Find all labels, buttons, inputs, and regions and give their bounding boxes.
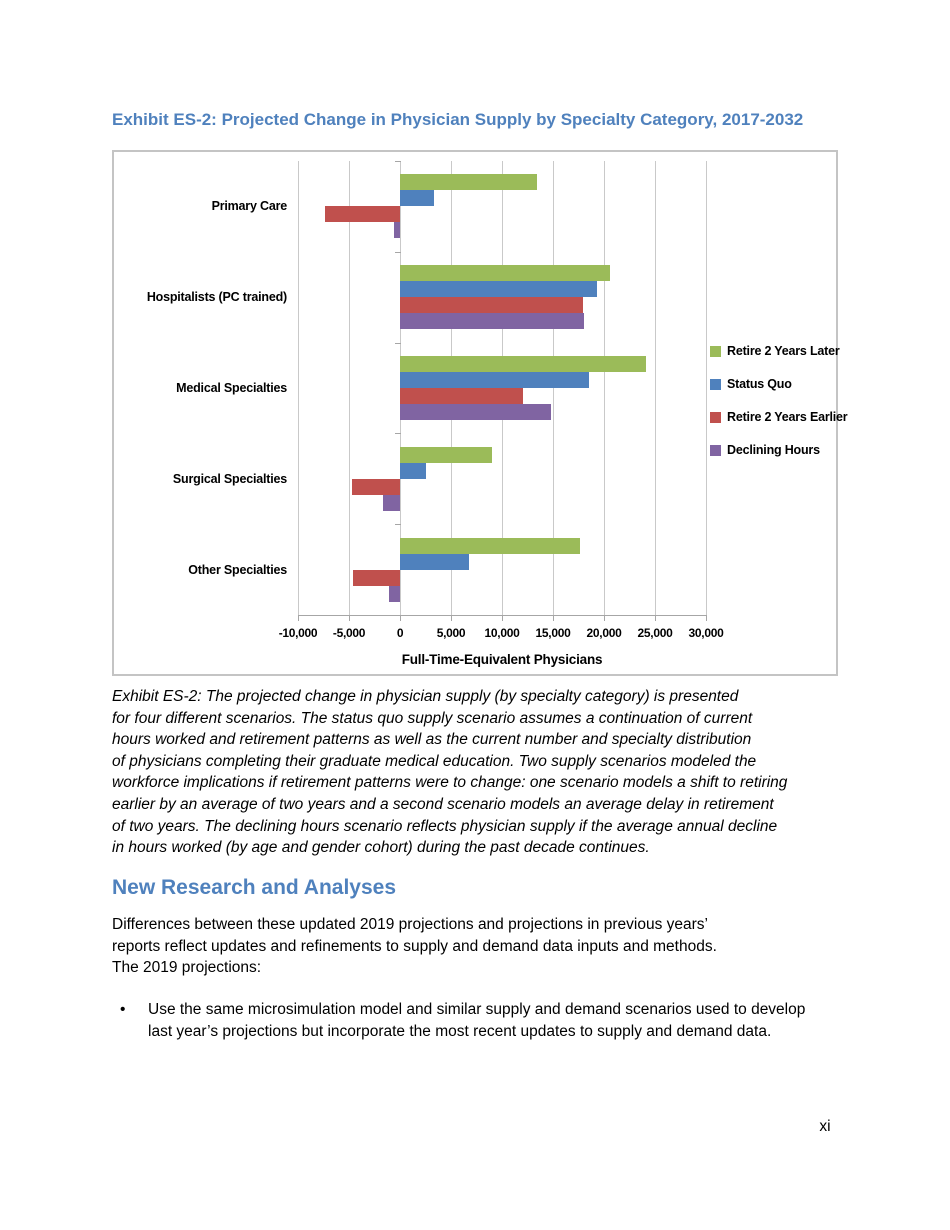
category-axis-tick xyxy=(395,342,401,344)
bar-status-quo xyxy=(400,462,426,479)
x-tick-label: 0 xyxy=(396,626,404,640)
bar-retire-2-years-earlier xyxy=(352,478,400,495)
x-tick-label: 25,000 xyxy=(637,626,673,640)
x-tick-label: -5,000 xyxy=(332,626,366,640)
legend-item: Retire 2 Years Later xyxy=(710,344,840,358)
bar-status-quo xyxy=(400,553,470,570)
x-tick-label: 30,000 xyxy=(688,626,724,640)
gridline xyxy=(604,161,605,615)
legend-item: Status Quo xyxy=(710,377,792,391)
bar-declining-hours xyxy=(388,585,400,602)
x-tick-label: 5,000 xyxy=(436,626,466,640)
bullet-text: Use the same microsimulation model and s… xyxy=(148,1001,806,1040)
bar-status-quo xyxy=(400,190,434,207)
category-axis-tick xyxy=(395,433,401,435)
gridline xyxy=(655,161,656,615)
bar-retire-2-years-later xyxy=(400,356,646,372)
legend-swatch-icon xyxy=(710,411,721,423)
category-label: Primary Care xyxy=(211,199,288,214)
x-tick-label: -10,000 xyxy=(278,626,318,640)
bar-declining-hours xyxy=(393,222,400,239)
bar-chart: Full-Time-Equivalent Physicians Primary … xyxy=(112,150,848,676)
x-axis-title: Full-Time-Equivalent Physicians xyxy=(401,652,603,667)
x-axis-tick xyxy=(553,615,554,621)
bar-retire-2-years-earlier xyxy=(400,297,583,314)
bar-retire-2-years-later xyxy=(400,174,537,191)
section-heading: New Research and Analyses xyxy=(112,876,397,899)
x-axis-tick xyxy=(655,615,656,621)
category-label: Other Specialties xyxy=(188,562,287,577)
bar-retire-2-years-later xyxy=(400,265,611,282)
bar-status-quo xyxy=(400,372,589,388)
x-axis-tick xyxy=(400,615,401,621)
category-label: Hospitalists (PC trained) xyxy=(146,290,287,305)
figure-caption: Exhibit ES-2: The projected change in ph… xyxy=(112,688,788,857)
x-axis-tick xyxy=(706,615,707,621)
bar-retire-2-years-later xyxy=(400,446,492,463)
bullet-item: • Use the same microsimulation model and… xyxy=(112,999,872,1042)
x-axis-tick xyxy=(298,615,299,621)
legend-swatch-icon xyxy=(710,345,721,357)
bar-retire-2-years-later xyxy=(400,537,580,554)
bar-retire-2-years-earlier xyxy=(324,206,400,223)
exhibit-title: Exhibit ES-2: Projected Change in Physic… xyxy=(112,110,804,129)
bullet-marker-icon: • xyxy=(120,1001,126,1018)
legend-item: Retire 2 Years Earlier xyxy=(710,410,848,424)
x-axis-tick xyxy=(604,615,605,621)
category-axis-tick xyxy=(395,161,401,162)
category-label: Surgical Specialties xyxy=(172,471,287,486)
bar-retire-2-years-earlier xyxy=(353,569,400,586)
category-axis-tick xyxy=(395,524,401,526)
x-axis-tick xyxy=(349,615,350,621)
x-axis-tick xyxy=(451,615,452,621)
legend-label: Declining Hours xyxy=(727,443,820,457)
legend-swatch-icon xyxy=(710,378,721,390)
category-axis-tick xyxy=(395,251,401,253)
gridline xyxy=(349,161,350,615)
bar-status-quo xyxy=(400,281,597,298)
x-tick-label: 10,000 xyxy=(484,626,520,640)
bar-declining-hours xyxy=(382,494,400,511)
gridline xyxy=(298,161,299,615)
bar-declining-hours xyxy=(400,313,584,330)
legend-swatch-icon xyxy=(710,444,721,456)
x-tick-label: 15,000 xyxy=(535,626,571,640)
legend-label: Status Quo xyxy=(727,377,792,391)
category-label: Medical Specialties xyxy=(176,380,287,395)
legend-label: Retire 2 Years Later xyxy=(727,344,840,358)
x-axis-tick xyxy=(502,615,503,621)
legend-label: Retire 2 Years Earlier xyxy=(727,410,848,424)
page-number: xi xyxy=(819,1118,831,1135)
gridline xyxy=(706,161,707,615)
x-tick-label: 20,000 xyxy=(586,626,622,640)
bar-declining-hours xyxy=(400,404,551,420)
legend-item: Declining Hours xyxy=(710,443,820,457)
gridline xyxy=(553,161,554,615)
body-paragraph: Differences between these updated 2019 p… xyxy=(112,916,717,977)
bar-retire-2-years-earlier xyxy=(400,388,524,404)
